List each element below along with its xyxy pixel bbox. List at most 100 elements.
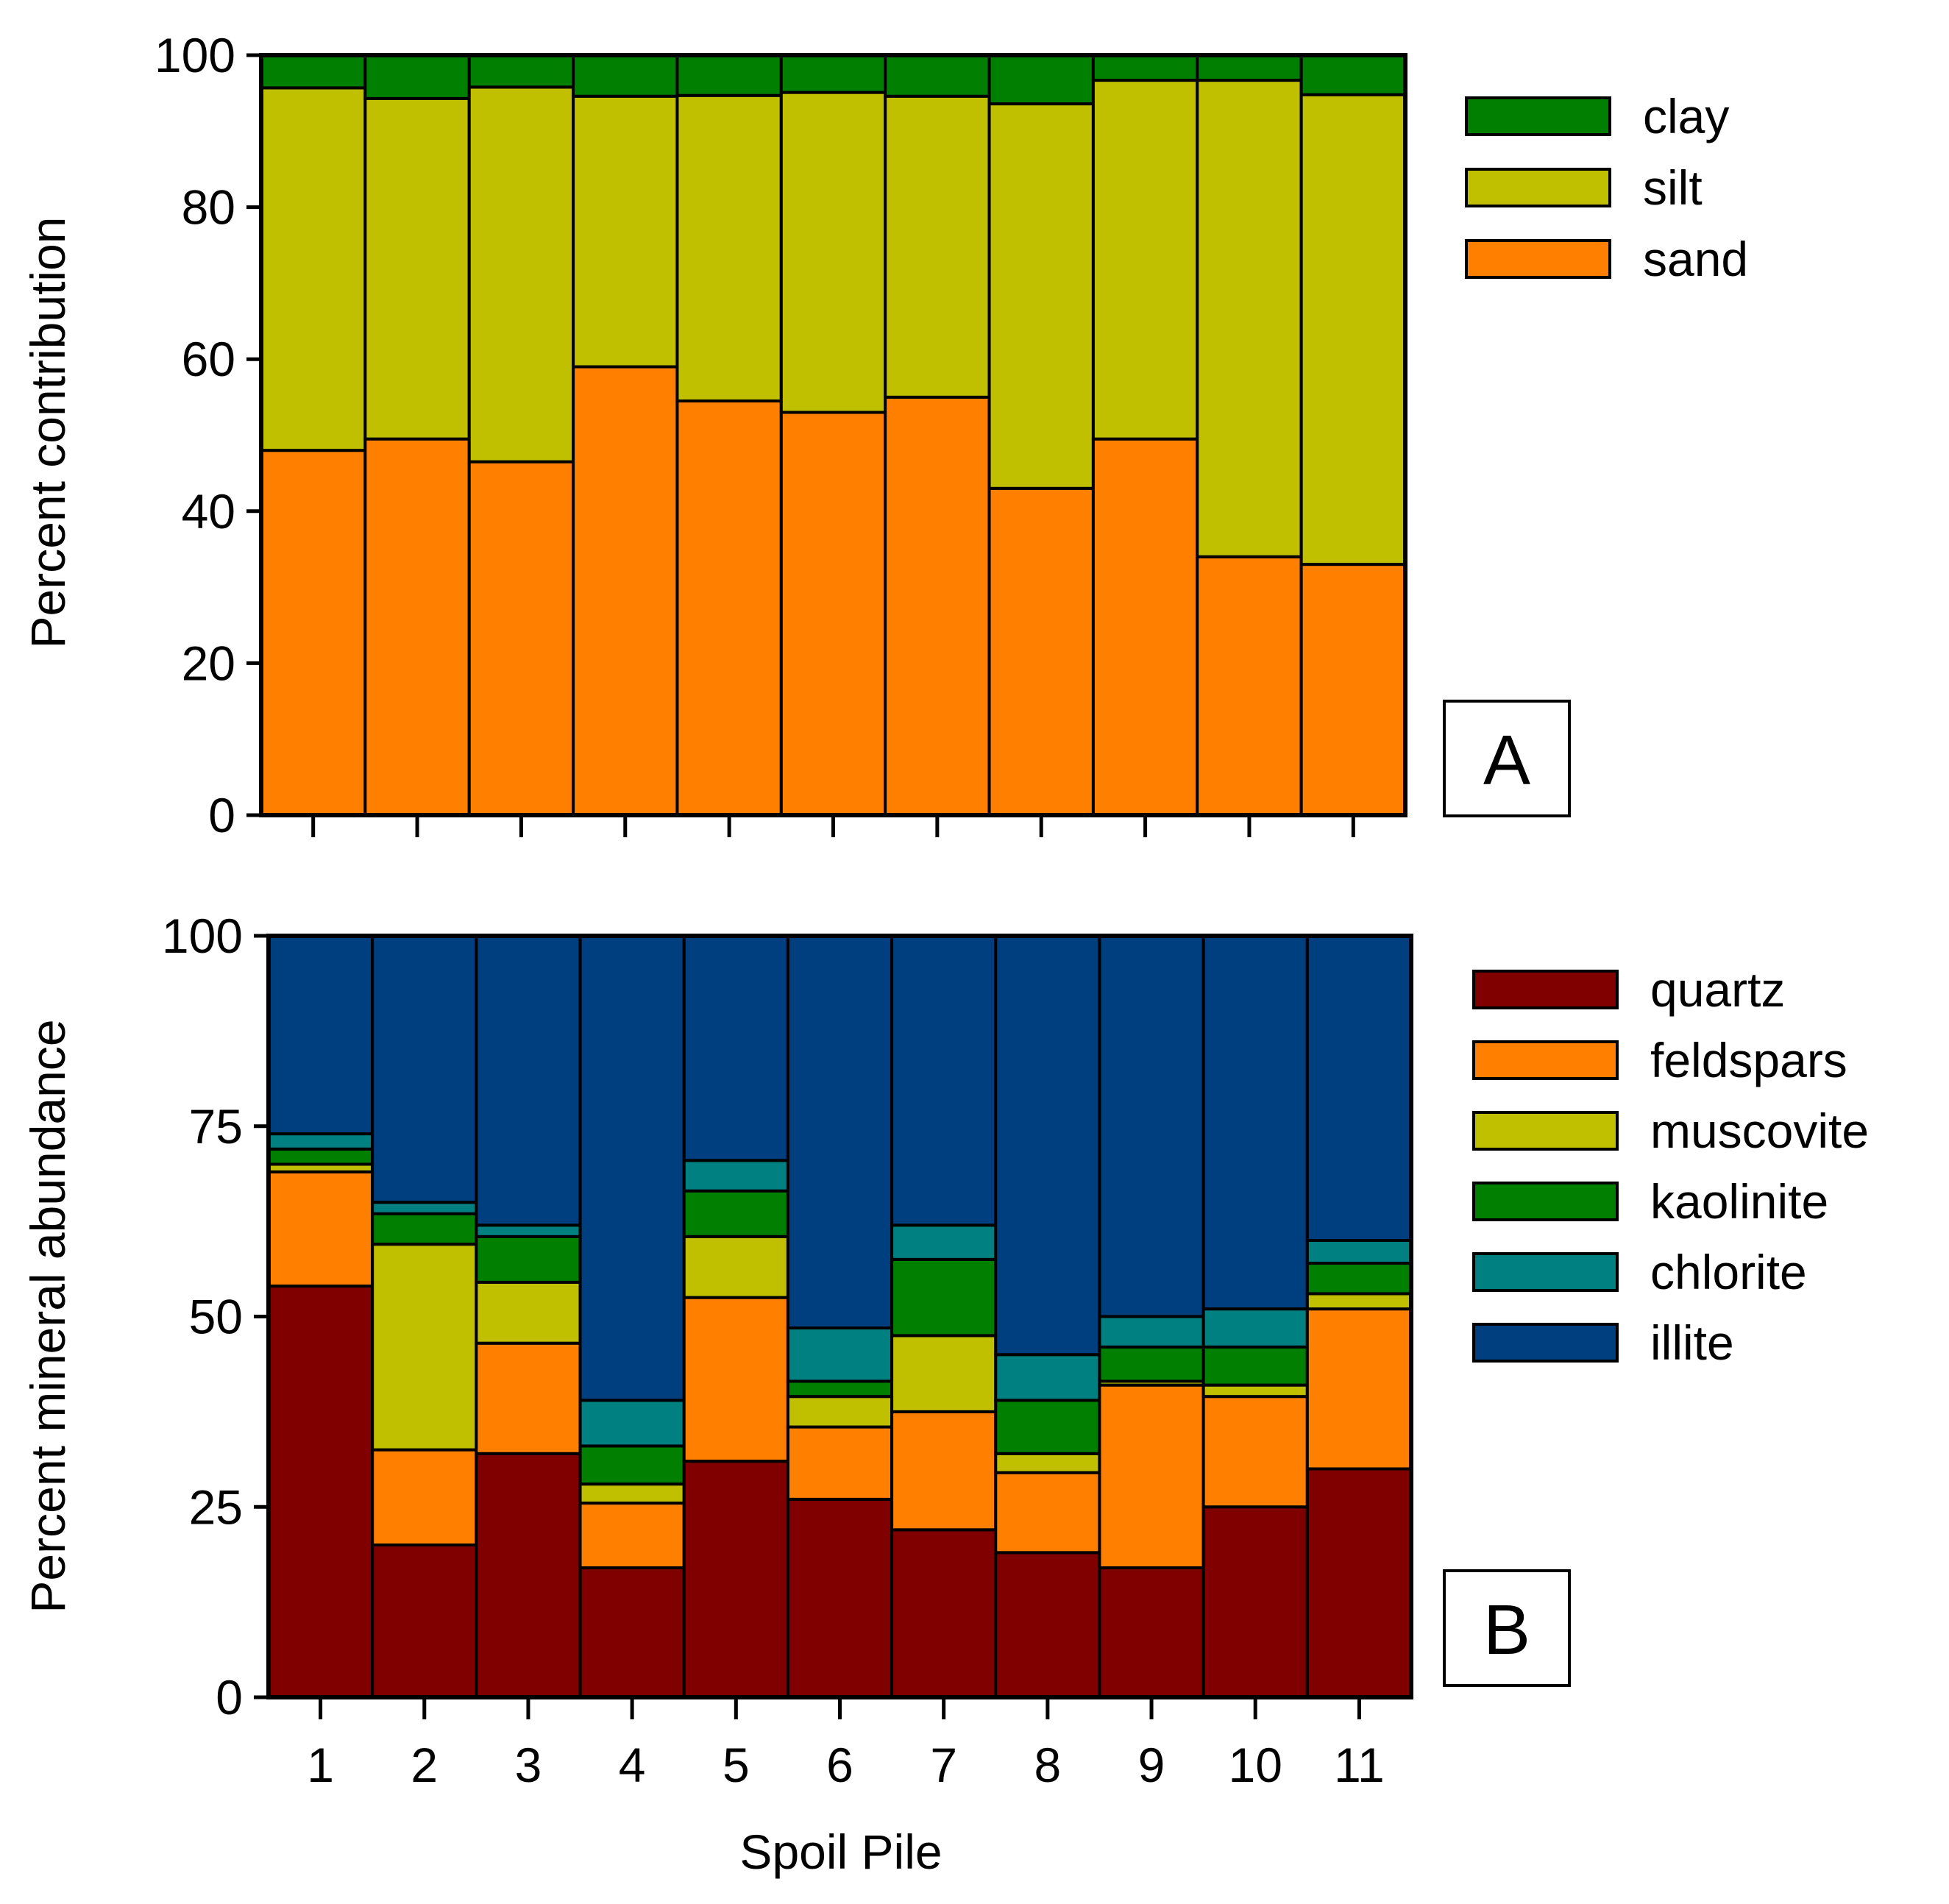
bar-pile-5-clay	[675, 54, 783, 97]
y-tick-label-b-75: 75	[189, 1099, 243, 1154]
bar-pile-3-sand	[467, 460, 575, 817]
bar-pile-6-kaolinite	[786, 1379, 894, 1399]
bar-pile-5-chlorite	[682, 1159, 789, 1193]
legend-swatch-sand	[1465, 239, 1611, 279]
bar-pile-8-quartz	[994, 1551, 1101, 1699]
bar-pile-9-feldspars	[1098, 1383, 1205, 1570]
bar-pile-11-clay	[1299, 54, 1407, 96]
bar-pile-10-kaolinite	[1201, 1345, 1309, 1387]
x-tick-label-4: 4	[619, 1738, 646, 1792]
legend-swatch-feldspars	[1472, 1040, 1619, 1080]
bar-pile-4-kaolinite	[578, 1444, 686, 1486]
y-tick-label-a-40: 40	[182, 484, 235, 539]
x-tick-label-9: 9	[1138, 1738, 1165, 1792]
panel-b-label: B	[1483, 1591, 1530, 1669]
bar-pile-1-sand	[260, 449, 367, 817]
bar-pile-8-clay	[987, 54, 1095, 106]
bar-pile-6-muscovite	[786, 1395, 894, 1429]
bar-pile-4-clay	[572, 54, 679, 98]
bar-pile-2-quartz	[371, 1544, 478, 1699]
x-tick-label-3: 3	[515, 1738, 542, 1792]
legend-label-chlorite: chlorite	[1650, 1245, 1807, 1299]
bar-pile-6-quartz	[786, 1497, 894, 1699]
bar-pile-5-quartz	[682, 1460, 789, 1699]
bar-pile-5-kaolinite	[682, 1189, 789, 1238]
bar-pile-2-sand	[363, 437, 471, 817]
bar-pile-1-quartz	[267, 1285, 374, 1699]
panel-a-texture-chart: Percent contribution 0 20 40 60 80 100 clay si…	[21, 28, 1748, 842]
panel-b-label-box: B	[1443, 1569, 1571, 1687]
bar-pile-7-feldspars	[890, 1410, 998, 1532]
bar-pile-9-illite	[1098, 934, 1205, 1318]
bar-pile-10-silt	[1196, 79, 1303, 558]
bar-pile-9-kaolinite	[1098, 1345, 1205, 1383]
bar-pile-1-illite	[267, 934, 374, 1136]
bar-pile-11-feldspars	[1305, 1307, 1413, 1471]
legend-label-quartz: quartz	[1650, 962, 1785, 1017]
bar-pile-2-kaolinite	[371, 1212, 478, 1246]
bar-pile-2-feldspars	[371, 1448, 478, 1547]
legend-label-clay: clay	[1643, 89, 1729, 143]
bar-pile-10-muscovite	[1201, 1383, 1309, 1399]
y-tick-label-a-20: 20	[182, 636, 235, 690]
bar-pile-8-kaolinite	[994, 1399, 1101, 1455]
bar-pile-9-quartz	[1098, 1566, 1205, 1699]
bar-pile-11-sand	[1299, 563, 1407, 817]
bar-pile-11-muscovite	[1305, 1292, 1413, 1311]
bar-pile-6-sand	[779, 411, 887, 817]
bar-pile-9-clay	[1091, 54, 1199, 82]
legend-swatch-clay	[1465, 96, 1611, 136]
bar-pile-8-muscovite	[994, 1452, 1101, 1474]
legend-swatch-silt	[1465, 168, 1611, 207]
bar-pile-3-clay	[467, 54, 575, 89]
legend-swatch-muscovite	[1472, 1111, 1619, 1151]
panel-a-axes: 0 20 40 60 80 100	[155, 28, 1407, 842]
bar-pile-5-illite	[682, 934, 789, 1162]
bar-pile-3-illite	[475, 934, 582, 1227]
bar-pile-3-quartz	[475, 1452, 582, 1699]
bar-pile-11-quartz	[1305, 1467, 1413, 1699]
bar-pile-2-chlorite	[371, 1201, 478, 1215]
legend-label-sand: sand	[1643, 232, 1748, 286]
bar-pile-4-illite	[578, 934, 686, 1402]
bar-pile-8-chlorite	[994, 1353, 1101, 1402]
bar-pile-8-sand	[987, 486, 1095, 817]
bar-pile-1-chlorite	[267, 1132, 374, 1151]
bar-pile-3-kaolinite	[475, 1235, 582, 1284]
y-tick-label-b-25: 25	[189, 1479, 243, 1534]
panel-b-axes: 0 25 50 75 100 1 2 3 4 5 6 7 8 9 10 11	[162, 909, 1413, 1792]
y-tick-label-b-50: 50	[189, 1290, 243, 1344]
bar-pile-5-sand	[675, 399, 783, 817]
bar-pile-4-chlorite	[578, 1399, 686, 1448]
bar-pile-1-clay	[260, 54, 367, 90]
bar-pile-10-sand	[1196, 555, 1303, 817]
bar-pile-11-illite	[1305, 934, 1413, 1242]
bar-pile-4-sand	[572, 365, 679, 817]
x-tick-label-6: 6	[826, 1738, 853, 1792]
bar-pile-4-silt	[572, 94, 679, 369]
legend-label-kaolinite: kaolinite	[1650, 1174, 1828, 1229]
bar-pile-7-clay	[884, 54, 991, 98]
bar-pile-8-silt	[987, 102, 1095, 490]
bar-pile-9-chlorite	[1098, 1315, 1205, 1349]
bar-pile-1-kaolinite	[267, 1147, 374, 1166]
legend-label-muscovite: muscovite	[1650, 1104, 1869, 1158]
bar-pile-7-illite	[890, 934, 998, 1227]
panel-b-y-axis-title: Percent mineral abundance	[21, 1019, 75, 1613]
bar-pile-6-illite	[786, 934, 894, 1330]
legend-label-illite: illite	[1650, 1315, 1734, 1370]
y-tick-label-a-60: 60	[182, 332, 235, 386]
x-tick-label-10: 10	[1229, 1738, 1282, 1792]
bar-pile-9-sand	[1091, 437, 1199, 817]
bar-pile-9-silt	[1091, 79, 1199, 441]
bar-pile-8-feldspars	[994, 1471, 1101, 1555]
bar-pile-11-kaolinite	[1305, 1262, 1413, 1296]
y-tick-label-b-0: 0	[216, 1670, 243, 1724]
bar-pile-7-kaolinite	[890, 1257, 998, 1338]
legend-label-feldspars: feldspars	[1650, 1033, 1847, 1087]
bar-pile-4-feldspars	[578, 1502, 686, 1570]
bar-pile-1-silt	[260, 86, 367, 452]
bar-pile-4-muscovite	[578, 1482, 686, 1505]
bar-pile-7-muscovite	[890, 1334, 998, 1413]
